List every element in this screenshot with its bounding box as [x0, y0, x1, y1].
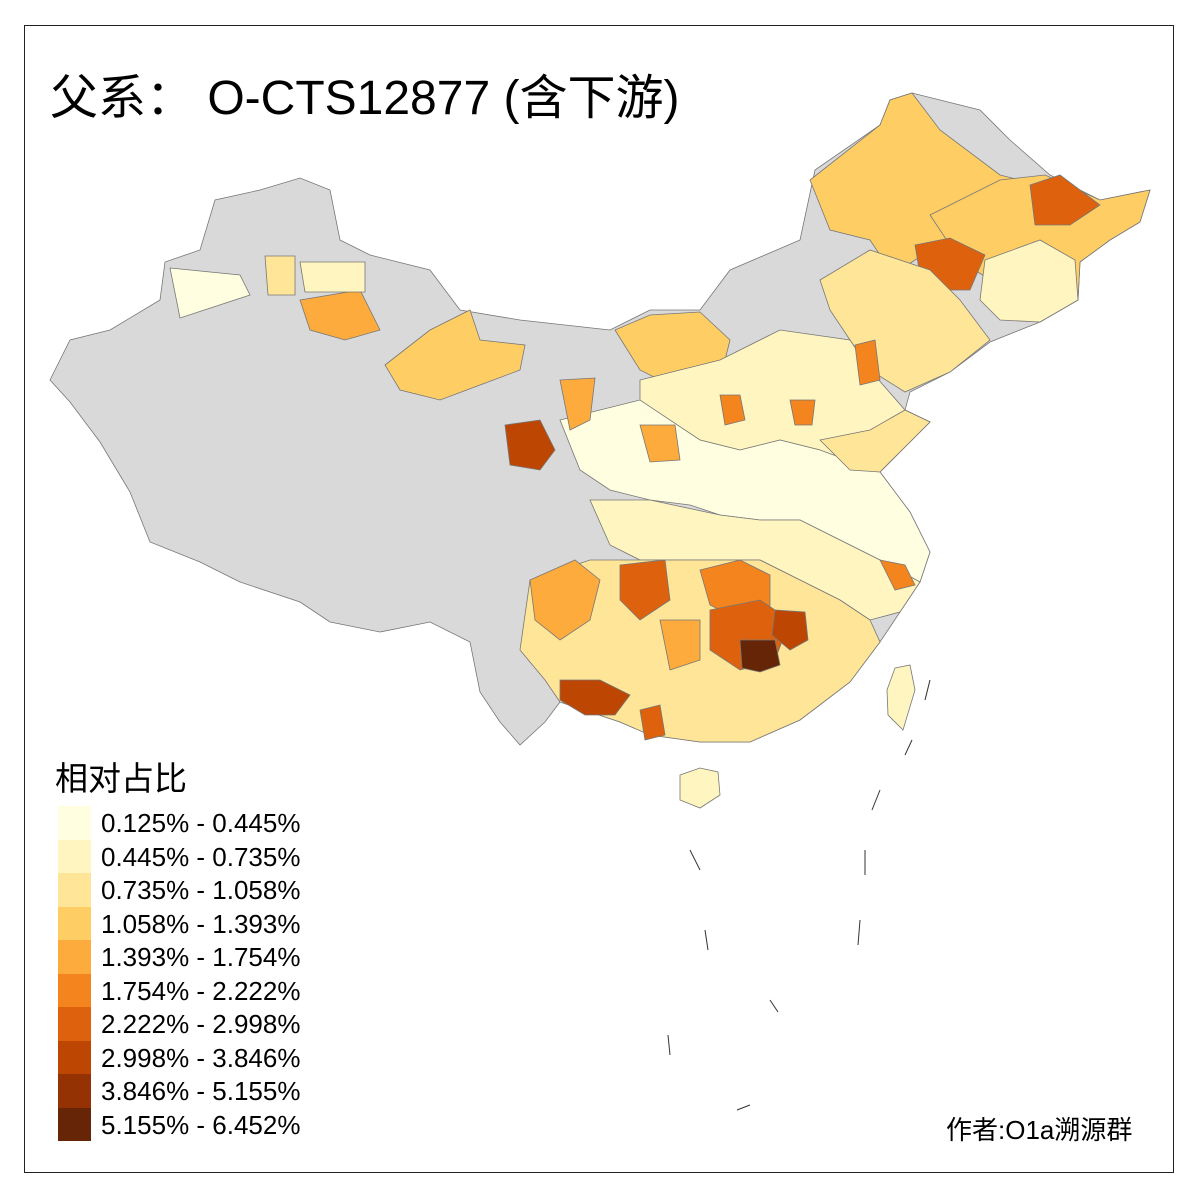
legend-item: 2.998% - 3.846% — [58, 1040, 358, 1074]
legend-item: 1.058% - 1.393% — [58, 906, 358, 940]
region-hainan — [679, 767, 721, 809]
region-0 — [169, 267, 251, 319]
island-line — [904, 739, 913, 756]
legend-swatch — [58, 1007, 91, 1041]
island-line — [769, 999, 779, 1013]
legend-item: 2.222% - 2.998% — [58, 1007, 358, 1041]
legend-swatch — [58, 873, 91, 907]
legend-swatch — [58, 906, 91, 940]
region-4 — [559, 377, 596, 431]
region-2 — [264, 255, 296, 296]
legend-item: 0.735% - 1.058% — [58, 873, 358, 907]
legend-label: 0.445% - 0.735% — [101, 841, 301, 872]
legend-label: 1.393% - 1.754% — [101, 942, 301, 972]
legend-label: 1.058% - 1.393% — [101, 908, 301, 939]
region-7 — [771, 609, 809, 651]
region-1 — [299, 261, 366, 293]
legend-swatch — [58, 1107, 91, 1141]
legend-label: 1.754% - 2.222% — [101, 975, 301, 1006]
legend-label: 3.846% - 5.155% — [101, 1076, 301, 1106]
island-line — [667, 1034, 671, 1056]
region-4 — [639, 424, 681, 463]
island-line — [924, 679, 931, 701]
island-line — [689, 849, 701, 871]
legend-swatch — [58, 1040, 91, 1074]
map-title: 父系： O-CTS12877 (含下游) — [50, 72, 680, 125]
island-line — [704, 929, 709, 951]
region-taiwan — [886, 664, 916, 731]
figure-frame — [24, 25, 1174, 1173]
region-5 — [854, 339, 881, 386]
legend-swatch — [58, 940, 91, 974]
region-6 — [619, 559, 671, 621]
legend-item: 1.393% - 1.754% — [58, 940, 358, 974]
region-6 — [639, 704, 666, 741]
region-3 — [384, 309, 526, 401]
legend-swatch — [58, 806, 91, 840]
legend-label: 0.735% - 1.058% — [101, 875, 301, 905]
legend-label: 2.222% - 2.998% — [101, 1009, 301, 1039]
legend-item: 1.754% - 2.222% — [58, 973, 358, 1007]
legend-label: 0.125% - 0.445% — [101, 808, 301, 838]
island-line — [736, 1104, 751, 1111]
region-4 — [529, 559, 601, 641]
island-line — [857, 919, 861, 946]
legend-title: 相对占比 — [55, 759, 187, 798]
region-2 — [819, 409, 931, 473]
region-5 — [879, 559, 916, 591]
legend-item: 0.125% - 0.445% — [58, 806, 358, 840]
legend-item: 3.846% - 5.155% — [58, 1074, 358, 1108]
region-1 — [979, 239, 1079, 323]
region-7 — [559, 679, 631, 716]
legend-label: 5.155% - 6.452% — [101, 1109, 301, 1140]
region-5 — [719, 394, 746, 426]
legend-item: 5.155% - 6.452% — [58, 1107, 358, 1141]
region-9 — [739, 639, 781, 673]
region-4 — [659, 619, 701, 671]
author-credit: 作者:O1a溯源群 — [946, 1115, 1133, 1145]
region-6 — [1029, 174, 1101, 226]
island-line — [871, 789, 881, 811]
region-7 — [504, 419, 556, 471]
legend-swatch — [58, 1074, 91, 1108]
region-5 — [789, 399, 816, 426]
legend-label: 2.998% - 3.846% — [101, 1042, 301, 1073]
legend-swatch — [58, 973, 91, 1007]
legend-swatch — [58, 839, 91, 873]
legend-item: 0.445% - 0.735% — [58, 839, 358, 873]
